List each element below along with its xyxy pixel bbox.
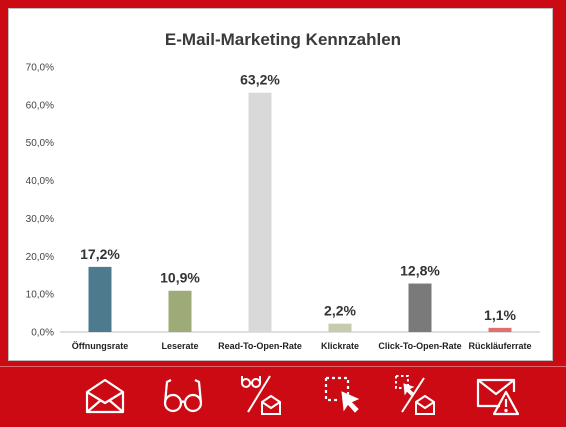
bar xyxy=(248,92,272,332)
divider xyxy=(0,366,566,367)
category-label: Rückläuferrate xyxy=(468,341,531,351)
y-tick-label: 40,0% xyxy=(26,176,54,187)
y-tick-label: 70,0% xyxy=(26,63,54,74)
y-tick-label: 10,0% xyxy=(26,290,54,301)
bar xyxy=(488,327,512,332)
bar xyxy=(408,283,432,332)
bar-chart: 0,0% 10,0% 20,0% 30,0% 40,0% 50,0% 60,0% 70,0% 1… xyxy=(26,63,540,351)
envelope-open-icon xyxy=(82,372,128,418)
data-label: 17,2% xyxy=(80,246,120,262)
data-label: 63,2% xyxy=(240,72,280,88)
y-tick-label: 20,0% xyxy=(26,252,54,263)
glasses-icon xyxy=(160,372,206,418)
data-label: 12,8% xyxy=(400,263,440,279)
glasses-over-envelope-icon xyxy=(238,372,284,418)
click-over-envelope-icon xyxy=(392,372,438,418)
bar xyxy=(168,290,192,332)
data-label: 2,2% xyxy=(324,303,356,319)
data-label: 1,1% xyxy=(484,307,516,323)
category-label: Read-To-Open-Rate xyxy=(218,341,302,351)
y-tick-label: 60,0% xyxy=(26,100,54,111)
category-label: Click-To-Open-Rate xyxy=(378,341,461,351)
bar xyxy=(328,323,352,332)
category-label: Klickrate xyxy=(321,341,359,351)
bar xyxy=(88,266,112,332)
click-cursor-icon xyxy=(320,372,366,418)
chart-title: E-Mail-Marketing Kennzahlen xyxy=(164,30,402,49)
y-tick-label: 50,0% xyxy=(26,138,54,149)
y-tick-label: 30,0% xyxy=(26,214,54,225)
category-label: Leserate xyxy=(161,341,198,351)
category-label: Öffnungsrate xyxy=(72,341,129,351)
envelope-warning-icon xyxy=(474,372,520,418)
y-tick-label: 0,0% xyxy=(31,328,54,339)
data-label: 10,9% xyxy=(160,270,200,286)
